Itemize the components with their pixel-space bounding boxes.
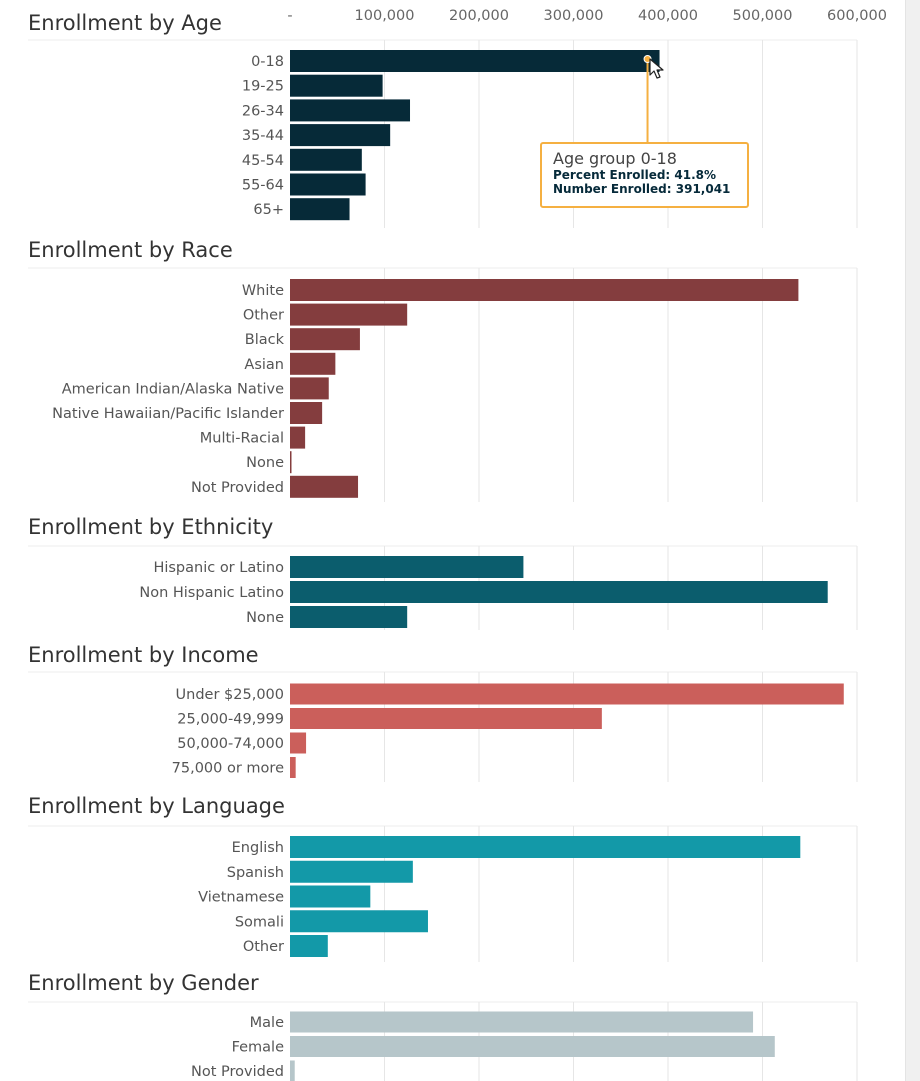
category-label: Hispanic or Latino: [153, 560, 284, 576]
bar[interactable]: [290, 1060, 295, 1081]
category-label: 26-34: [242, 103, 284, 119]
tooltip-percent: Percent Enrolled: 41.8%: [553, 168, 717, 182]
chart-title: Enrollment by Gender: [28, 971, 259, 995]
category-label: 0-18: [251, 54, 284, 70]
axis-tick-label: 600,000: [827, 8, 887, 24]
bar[interactable]: [290, 935, 328, 957]
bar[interactable]: [290, 124, 391, 147]
bar[interactable]: [290, 198, 350, 221]
category-label: Male: [250, 1015, 284, 1031]
bar[interactable]: [290, 860, 413, 883]
bar[interactable]: [290, 402, 323, 424]
category-label: 19-25: [242, 79, 284, 95]
bar[interactable]: [290, 74, 383, 97]
category-label: Spanish: [227, 865, 284, 881]
chart-title: Enrollment by Race: [28, 238, 233, 262]
category-label: American Indian/Alaska Native: [62, 381, 284, 397]
bar[interactable]: [290, 836, 801, 858]
bar[interactable]: [290, 173, 366, 196]
bar[interactable]: [290, 757, 296, 778]
category-label: Other: [243, 939, 284, 955]
category-label: Asian: [244, 357, 284, 373]
bar[interactable]: [290, 606, 408, 628]
axis-tick-label: 300,000: [544, 8, 604, 24]
bar[interactable]: [290, 1011, 754, 1033]
category-label: White: [242, 283, 284, 299]
bar[interactable]: [290, 708, 602, 729]
bar[interactable]: [290, 148, 362, 171]
category-label: 25,000-49,999: [177, 712, 284, 728]
category-label: Somali: [235, 914, 284, 930]
axis-tick-label: 500,000: [733, 8, 793, 24]
bar[interactable]: [290, 352, 336, 375]
bar[interactable]: [290, 279, 799, 301]
bar[interactable]: [290, 732, 307, 754]
axis-tick-label: -: [287, 8, 292, 24]
bar[interactable]: [290, 328, 360, 351]
bar-tooltip: Age group 0-18 Percent Enrolled: 41.8% N…: [540, 142, 749, 208]
bar[interactable]: [290, 581, 828, 603]
category-label: Not Provided: [191, 480, 284, 496]
category-label: Native Hawaiian/Pacific Islander: [52, 406, 284, 422]
bar[interactable]: [290, 683, 844, 705]
bar[interactable]: [290, 50, 660, 72]
bar[interactable]: [290, 556, 524, 578]
bar[interactable]: [290, 99, 411, 122]
bar[interactable]: [290, 910, 428, 933]
category-label: Other: [243, 308, 284, 324]
bar[interactable]: [290, 377, 329, 400]
chart-title: Enrollment by Language: [28, 794, 285, 818]
category-label: Not Provided: [191, 1064, 284, 1080]
category-label: 45-54: [242, 153, 284, 169]
axis-tick-label: 200,000: [449, 8, 509, 24]
bar[interactable]: [290, 475, 359, 498]
tooltip-anchor-dot: [643, 55, 652, 63]
category-label: None: [246, 610, 284, 626]
chart-title: Enrollment by Age: [28, 11, 222, 35]
bar[interactable]: [290, 426, 306, 449]
category-label: Non Hispanic Latino: [139, 585, 284, 601]
category-label: 50,000-74,000: [177, 736, 284, 752]
category-label: Female: [232, 1040, 285, 1056]
category-label: Multi-Racial: [200, 431, 284, 447]
chart-title: Enrollment by Income: [28, 643, 259, 667]
vertical-scrollbar[interactable]: [905, 0, 920, 1081]
category-label: 35-44: [242, 128, 284, 144]
axis-tick-label: 400,000: [638, 8, 698, 24]
category-label: Under $25,000: [176, 687, 284, 703]
category-label: 65+: [253, 202, 284, 218]
chart-title: Enrollment by Ethnicity: [28, 515, 273, 539]
category-label: None: [246, 455, 284, 471]
category-label: Black: [245, 332, 285, 348]
mouse-pointer-icon: [649, 58, 664, 79]
category-label: English: [232, 840, 284, 856]
bar[interactable]: [290, 885, 371, 908]
category-label: 75,000 or more: [172, 761, 284, 777]
bar[interactable]: [290, 451, 292, 474]
category-label: 55-64: [242, 178, 284, 194]
axis-tick-label: 100,000: [355, 8, 415, 24]
category-label: Vietnamese: [198, 890, 284, 906]
bar[interactable]: [290, 1036, 775, 1057]
bar[interactable]: [290, 303, 408, 326]
tooltip-title: Age group 0-18: [553, 149, 677, 168]
tooltip-number: Number Enrolled: 391,041: [553, 182, 731, 196]
